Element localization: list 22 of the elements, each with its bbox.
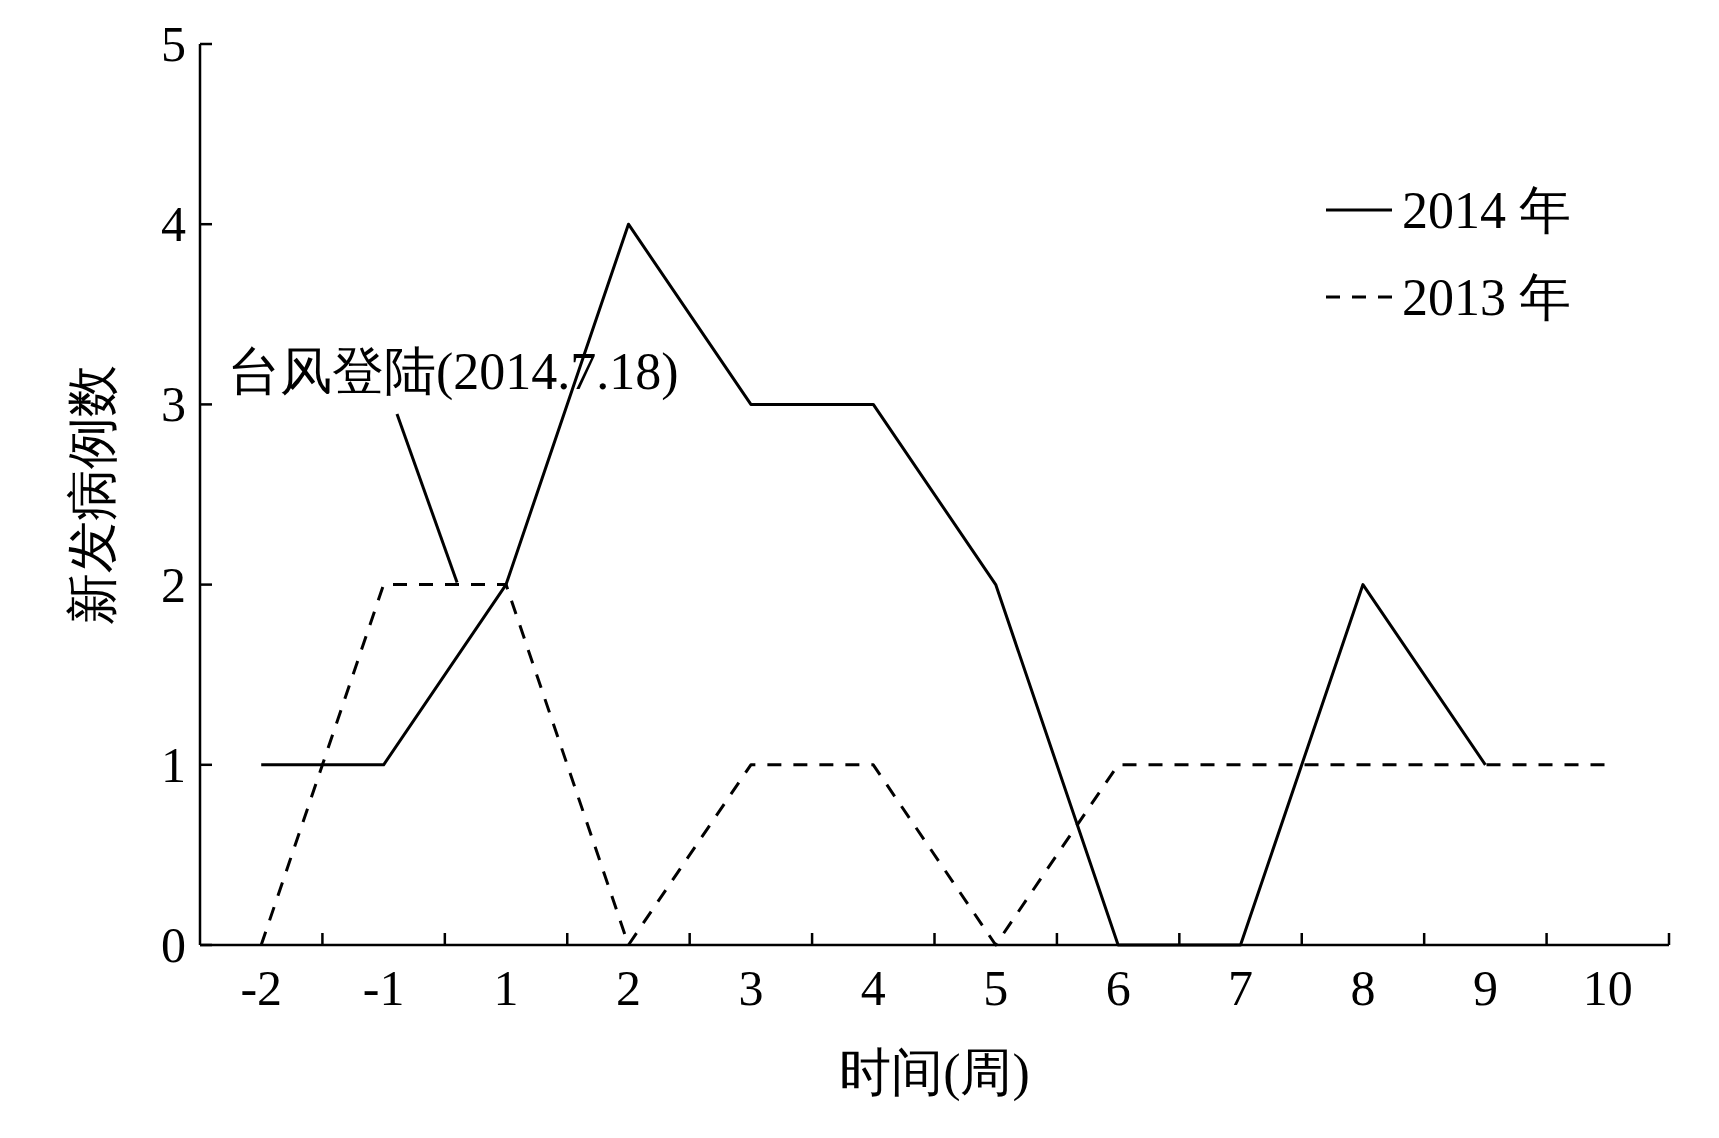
x-axis-title: 时间(周) (839, 1044, 1030, 1102)
x-tick-label: -1 (362, 960, 405, 1016)
x-tick-label: 6 (1105, 960, 1131, 1016)
x-tick-label: 7 (1228, 960, 1254, 1016)
x-tick-label: 3 (738, 960, 764, 1016)
x-tick-label: 2 (615, 960, 641, 1016)
x-tick-label: 5 (983, 960, 1009, 1016)
y-tick-label: 5 (161, 16, 186, 72)
y-tick-label: 4 (161, 196, 186, 253)
legend-label: 2013 年 (1402, 269, 1571, 326)
y-tick-label: 0 (161, 917, 186, 973)
x-tick-label: -2 (240, 960, 283, 1016)
legend-label: 2014 年 (1402, 182, 1571, 239)
x-tick-label: 8 (1350, 960, 1376, 1016)
y-tick-label: 2 (161, 556, 186, 613)
x-tick-label: 1 (493, 960, 519, 1016)
y-axis-title: 新发病例数 (64, 364, 121, 625)
x-tick-label: 10 (1582, 960, 1633, 1016)
x-tick-label: 9 (1472, 960, 1498, 1016)
x-tick-label: 4 (860, 960, 886, 1016)
y-tick-label: 1 (161, 736, 186, 793)
y-tick-label: 3 (161, 376, 186, 433)
